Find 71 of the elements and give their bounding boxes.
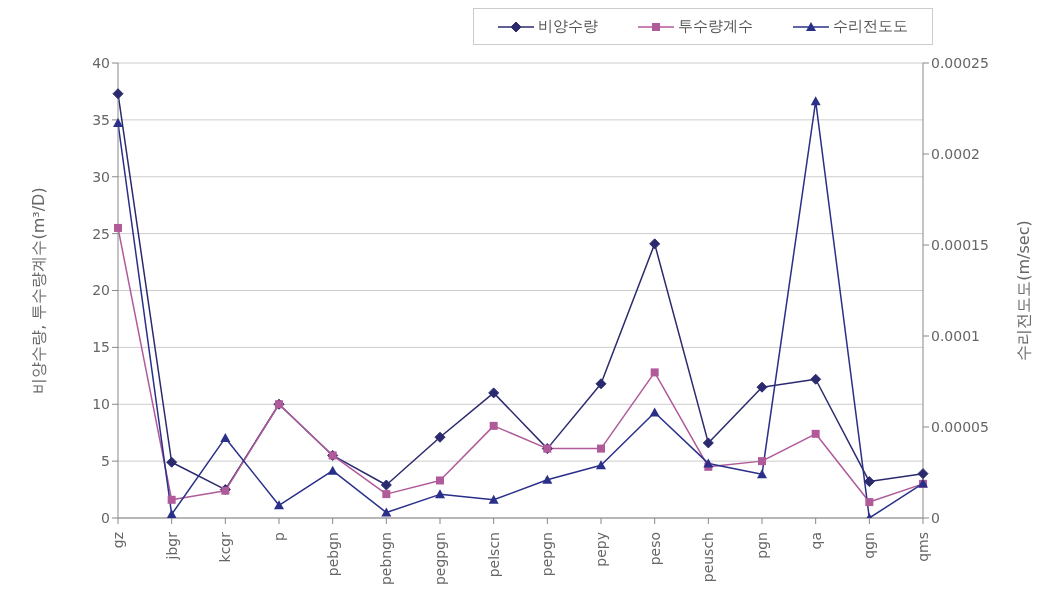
y2-tick-label: 0.0001: [931, 327, 980, 344]
y-axis-title: 비양수량, 투수량계수(m³/D): [28, 187, 48, 394]
point: [327, 465, 338, 475]
x-tick-label: jbgr: [163, 531, 180, 561]
y2-tick-label: 0: [931, 509, 940, 526]
x-tick-label: peso: [646, 532, 663, 566]
y-tick-label: 10: [92, 396, 110, 413]
x-tick-label: pebngn: [378, 532, 395, 586]
point: [649, 238, 661, 250]
point: [542, 474, 553, 484]
y-tick-label: 40: [92, 54, 110, 71]
x-tick-label: pebgn: [324, 532, 341, 577]
point: [114, 223, 122, 232]
point: [597, 444, 605, 453]
point: [166, 509, 177, 518]
point: [489, 421, 498, 430]
point: [863, 476, 875, 488]
point: [220, 432, 231, 442]
x-tick-label: kcgr: [217, 531, 234, 563]
x-tick-label: qa: [807, 532, 824, 550]
point: [702, 437, 714, 449]
y-tick-label: 15: [92, 339, 110, 356]
point: [917, 468, 929, 480]
point: [758, 457, 766, 466]
y-tick-label: 20: [92, 282, 110, 299]
point: [810, 96, 821, 106]
point: [167, 495, 176, 504]
point: [756, 381, 768, 393]
point: [596, 460, 606, 470]
y-tick-label: 0: [101, 509, 110, 526]
x-tick-label: pepgn: [539, 532, 556, 577]
x-tick-label: pegpgn: [432, 532, 448, 586]
point: [434, 431, 446, 443]
y2-tick-label: 0.0002: [931, 145, 980, 162]
y2-tick-label: 0.00025: [931, 54, 989, 71]
x-tick-label: gz: [110, 532, 126, 549]
y-tick-label: 35: [92, 111, 110, 128]
point: [381, 507, 392, 517]
point: [757, 469, 767, 479]
point: [435, 489, 445, 499]
y-tick-label: 30: [92, 168, 110, 185]
point: [274, 500, 284, 510]
x-tick-label: pelscn: [485, 532, 502, 578]
x-tick-label: pepy: [593, 532, 609, 567]
point: [650, 368, 659, 377]
x-tick-label: qgn: [861, 532, 878, 559]
point: [810, 373, 822, 385]
legend-label: 수리전도도: [832, 17, 908, 36]
point: [649, 407, 660, 417]
point: [380, 479, 392, 491]
y2-axis-title: 수리전도도(m/sec): [1013, 220, 1033, 361]
y-tick-label: 25: [92, 225, 110, 242]
point: [436, 476, 444, 485]
x-tick-label: qms: [915, 532, 931, 562]
y2-tick-label: 0.00015: [931, 236, 989, 253]
point: [488, 494, 499, 504]
x-tick-label: p: [271, 531, 287, 541]
y-tick-label: 5: [101, 453, 110, 470]
point: [113, 118, 123, 128]
legend-label: 비양수량: [537, 17, 598, 36]
point: [595, 378, 607, 390]
point: [382, 490, 391, 499]
legend-label: 투수량계수: [677, 17, 753, 36]
y2-tick-label: 0.00005: [931, 418, 989, 435]
point: [865, 498, 874, 507]
point: [811, 429, 820, 438]
x-tick-label: pgn: [754, 532, 770, 559]
point: [488, 387, 500, 399]
x-tick-label: peusch: [700, 532, 717, 583]
point: [166, 456, 178, 468]
point: [703, 458, 714, 468]
